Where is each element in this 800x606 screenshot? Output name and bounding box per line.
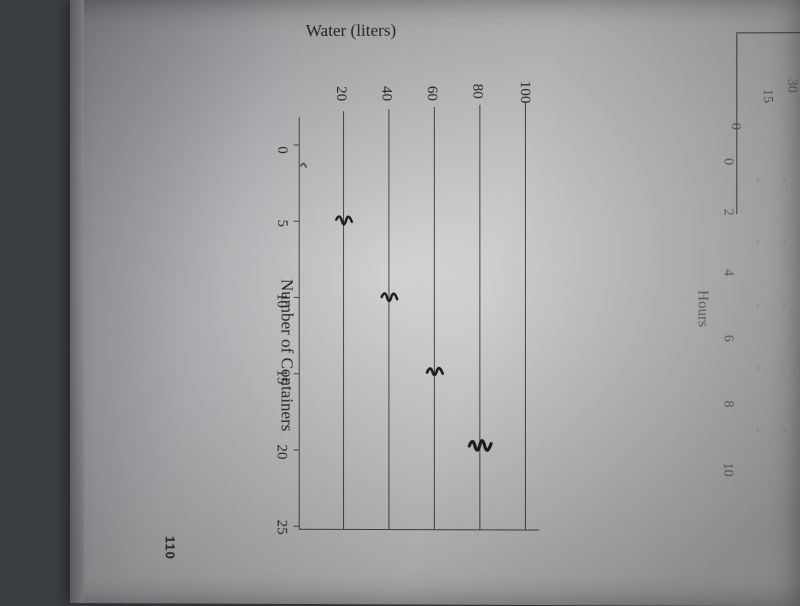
tick-c-0 xyxy=(294,144,299,145)
main-chart-xaxis xyxy=(299,529,539,531)
tick-w-60 xyxy=(434,107,435,113)
grid-v-20 xyxy=(343,117,344,529)
grid-v-60 xyxy=(434,112,435,529)
top-xtick-8: 8 xyxy=(719,400,735,407)
top-xtick-2: 2 xyxy=(719,209,735,216)
tick-c-25 xyxy=(294,526,299,527)
top-chart-grid xyxy=(736,32,800,33)
top-ytick-0: 0 xyxy=(727,123,743,130)
grid-v-100 xyxy=(525,106,526,530)
main-ytick-20: 20 xyxy=(332,86,349,101)
top-chart-dots xyxy=(744,148,800,472)
main-xtick-20: 20 xyxy=(273,444,290,459)
top-chart-xlabel: Hours xyxy=(693,290,710,327)
tick-w-80 xyxy=(479,105,480,111)
tick-c-20 xyxy=(294,449,299,450)
grid-v-40 xyxy=(388,114,389,529)
main-xtick-5: 5 xyxy=(273,219,290,227)
main-ytick-100: 100 xyxy=(516,81,533,104)
main-ytick-40: 40 xyxy=(377,86,394,101)
worksheet-page: 0 15 30 45 0 2 4 6 8 10 Number of s Hour… xyxy=(70,0,800,606)
top-xtick-0: 0 xyxy=(719,158,735,165)
main-chart-ylabel: Water (liters) xyxy=(306,21,396,41)
stray-mark xyxy=(299,157,311,169)
tick-w-100 xyxy=(525,103,526,109)
top-xtick-6: 6 xyxy=(719,335,735,342)
main-xtick-15: 15 xyxy=(273,369,290,384)
top-ytick-15: 15 xyxy=(759,89,775,103)
page-number: 110 xyxy=(163,536,178,560)
main-xtick-25: 25 xyxy=(273,520,290,535)
tick-c-10 xyxy=(294,297,299,298)
point-5-20 xyxy=(333,210,355,232)
main-xtick-0: 0 xyxy=(273,146,290,154)
tick-w-40 xyxy=(388,109,389,115)
top-ytick-30: 30 xyxy=(783,79,799,93)
grid-v-80 xyxy=(479,109,480,529)
tick-w-20 xyxy=(343,111,344,117)
main-ytick-80: 80 xyxy=(468,84,485,99)
main-xtick-10: 10 xyxy=(273,293,290,308)
main-chart-yaxis xyxy=(299,117,300,528)
main-ytick-60: 60 xyxy=(423,86,440,101)
top-xtick-4: 4 xyxy=(719,269,735,276)
top-xtick-10: 10 xyxy=(719,463,735,477)
tick-c-5 xyxy=(294,221,299,222)
tick-c-15 xyxy=(294,373,299,374)
point-20-80 xyxy=(466,433,496,457)
